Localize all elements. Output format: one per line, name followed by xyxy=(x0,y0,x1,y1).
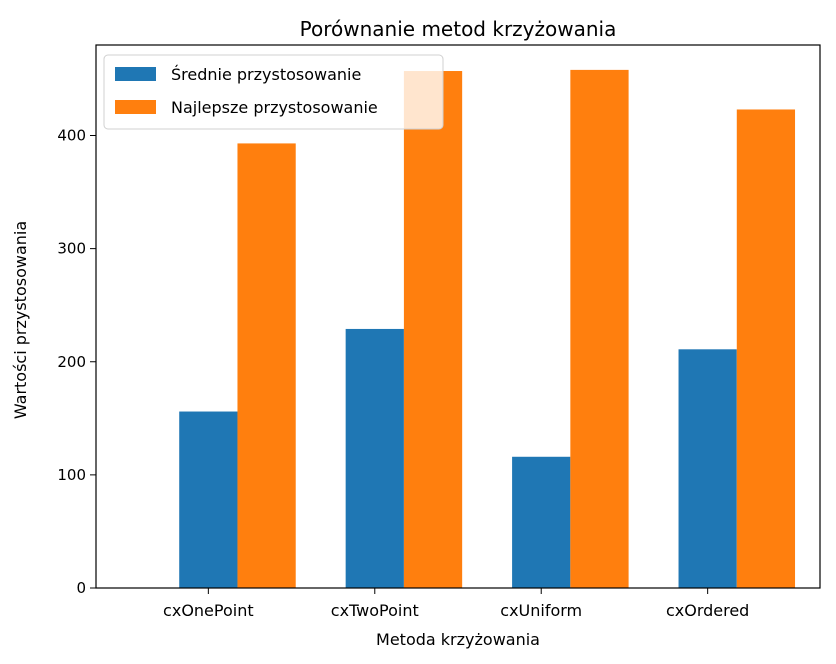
legend-label: Najlepsze przystosowanie xyxy=(171,98,378,117)
bars-group xyxy=(179,69,796,589)
y-tick-label: 100 xyxy=(57,466,86,484)
y-tick-label: 300 xyxy=(57,240,86,258)
bar-best-cxOnePoint xyxy=(237,143,296,588)
legend-swatch xyxy=(115,67,156,81)
x-axis-label: Metoda krzyżowania xyxy=(376,630,540,649)
legend-label: Średnie przystosowanie xyxy=(171,65,361,84)
axes-group: 0 100 200 300 400 cxOnePoint cxTwoPoint cxUnifo… xyxy=(57,44,821,620)
x-tick-label: cxOrdered xyxy=(666,601,749,620)
bar-best-cxUniform xyxy=(570,69,629,588)
y-tick-label: 200 xyxy=(57,353,86,371)
y-tick-label: 0 xyxy=(76,579,86,597)
legend-swatch xyxy=(115,100,156,114)
x-tick-label: cxTwoPoint xyxy=(331,601,419,620)
chart-title: Porównanie metod krzyżowania xyxy=(300,17,617,41)
x-tick-label: cxUniform xyxy=(500,601,582,620)
legend: Średnie przystosowanie Najlepsze przystos… xyxy=(103,54,444,130)
bar-best-cxTwoPoint xyxy=(403,71,463,589)
plot-frame xyxy=(95,44,821,589)
legend-box xyxy=(103,54,444,130)
bar-best-cxOrdered xyxy=(736,109,796,588)
y-tick-label: 400 xyxy=(57,127,86,145)
bar-mean-cxOrdered xyxy=(678,349,737,588)
bar-mean-cxOnePoint xyxy=(179,411,238,588)
y-axis-label: Wartości przystosowania xyxy=(11,221,30,419)
bar-mean-cxTwoPoint xyxy=(345,328,404,588)
x-tick-label: cxOnePoint xyxy=(163,601,254,620)
bar-mean-cxUniform xyxy=(512,456,571,588)
